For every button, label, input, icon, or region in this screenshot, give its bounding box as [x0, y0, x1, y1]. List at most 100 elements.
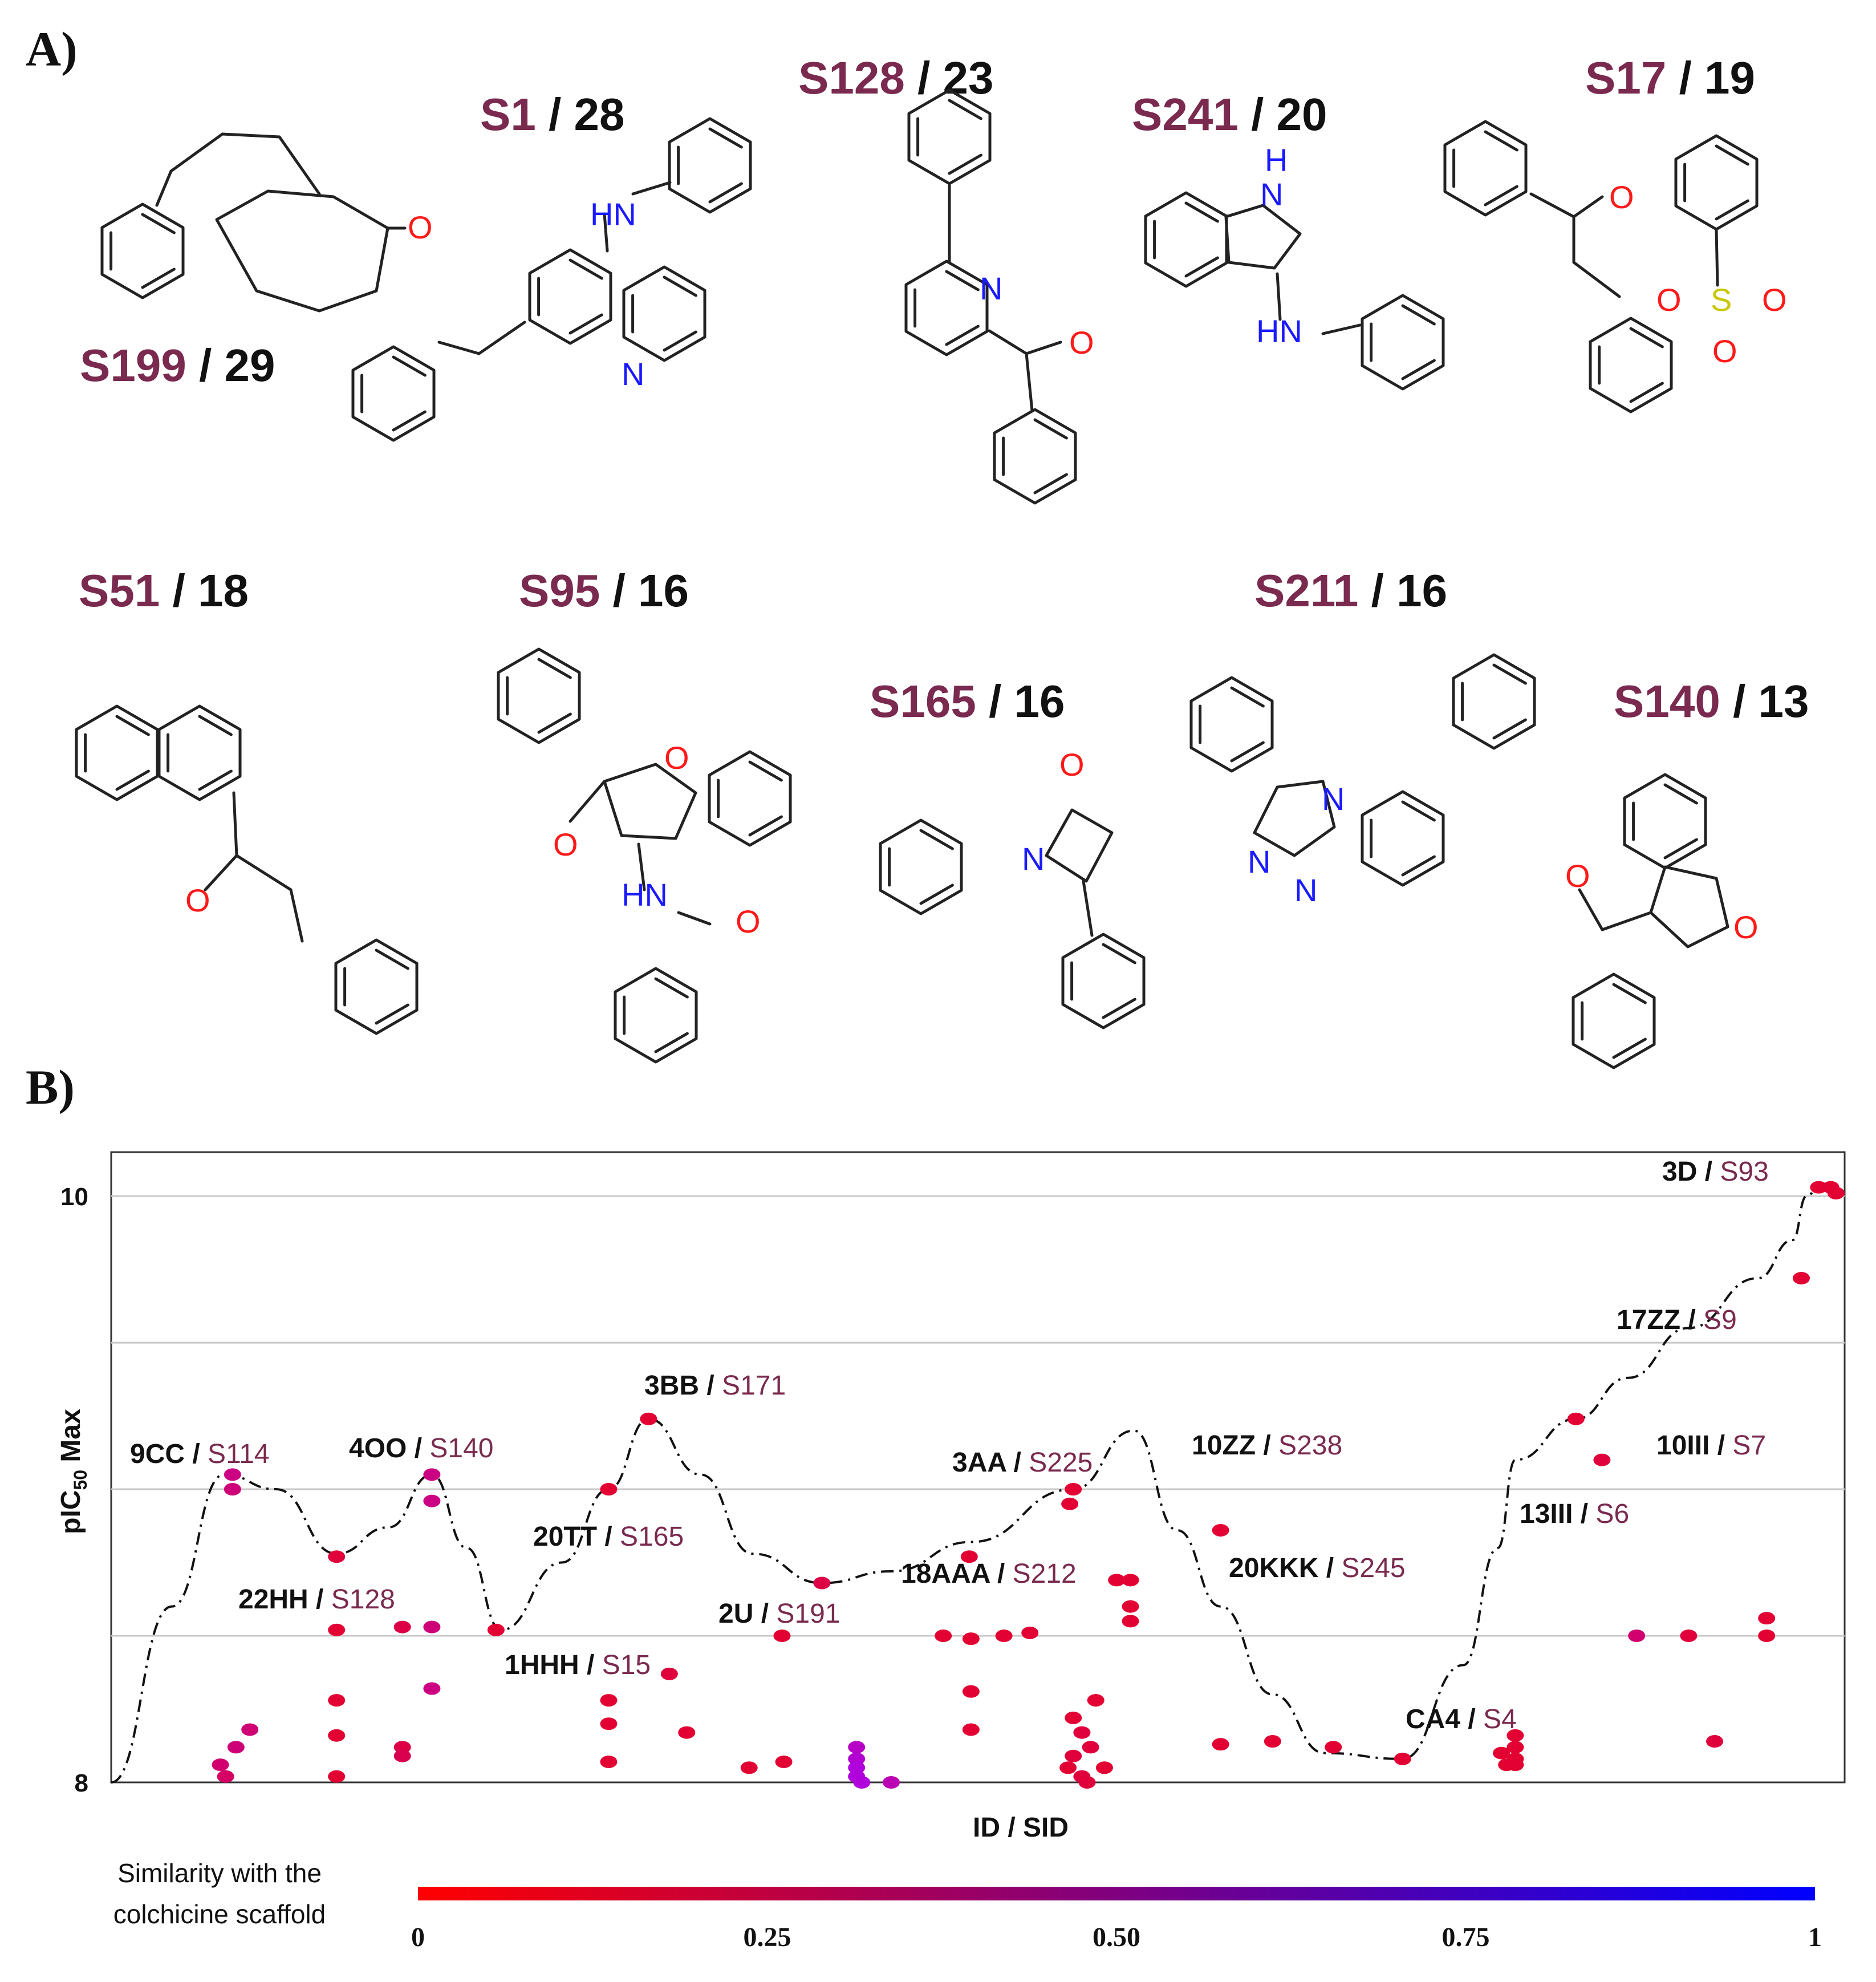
data-point — [1122, 1574, 1139, 1587]
s165-n-phenyl-double-bond — [919, 883, 954, 905]
s17-phenyl-double-bond — [1484, 130, 1518, 152]
chemical-structures — [75, 88, 1759, 1069]
data-point — [1212, 1738, 1229, 1751]
trend-line — [111, 1186, 1819, 1784]
annotation-20tt: 20TT / S165 — [533, 1522, 684, 1552]
atom-o1-s17: O — [1656, 282, 1682, 318]
compound-title-s241: S241 / 20 — [1132, 89, 1327, 140]
data-point — [1507, 1729, 1524, 1742]
data-point — [1507, 1758, 1524, 1772]
data-point — [600, 1717, 618, 1730]
data-point — [773, 1630, 791, 1643]
s1-benzo-ring — [622, 265, 706, 362]
data-point — [740, 1761, 758, 1774]
s51-naphthalene-b-double-bond — [198, 715, 233, 736]
x-axis-title: ID / SID — [973, 1813, 1069, 1843]
data-point — [1758, 1612, 1776, 1625]
data-point — [962, 1723, 980, 1736]
s1-styryl-phenyl-double-bond — [392, 410, 427, 432]
data-point — [328, 1729, 346, 1742]
s17-chain — [1572, 261, 1621, 298]
atom-o-s51: O — [185, 882, 210, 918]
data-point — [775, 1756, 793, 1769]
data-point — [848, 1741, 866, 1754]
annotation-22hh: 22HH / S128 — [238, 1584, 395, 1615]
data-point — [1593, 1453, 1611, 1466]
s128-pyridine — [904, 260, 989, 356]
s95-benzoyl-phenyl — [497, 647, 581, 744]
s140-benzo — [1623, 773, 1707, 870]
annotation-18aaa: 18AAA / S212 — [901, 1559, 1077, 1589]
s165-azetidinone — [1045, 808, 1114, 883]
s1-nh-bond — [603, 212, 609, 253]
data-point — [423, 1494, 441, 1507]
s128-phenyl-bottom-double-bond — [1033, 473, 1068, 495]
compound-title-s140: S140 / 13 — [1614, 676, 1809, 727]
s241-anilino-phenyl — [1361, 294, 1445, 391]
data-point — [1065, 1711, 1082, 1724]
s95-furan — [603, 763, 697, 840]
annotation-13iii: 13III / S6 — [1520, 1499, 1629, 1529]
s211-phenyl-a — [1189, 676, 1274, 773]
s1-pyridine-ring-double-bond — [569, 313, 603, 335]
atom-o1-s95: O — [664, 740, 689, 776]
s128-phenyl-bottom — [993, 408, 1077, 505]
s51-naphthalene-a — [75, 704, 159, 801]
s140-co — [1578, 888, 1604, 931]
s51-phenyl — [334, 938, 419, 1035]
s51-chain — [289, 888, 304, 943]
s165-phenyl-bond — [1082, 879, 1094, 937]
annotation-4oo: 4OO / S140 — [349, 1433, 494, 1464]
atom-labels: O HN N N O H N HN O S O O O O O O HN O O… — [185, 142, 1787, 945]
data-point — [1061, 1497, 1079, 1510]
colorbar-ticks: 0 0.25 0.50 0.75 1 — [411, 1922, 1822, 1952]
s95-benzamide-phenyl-double-bond — [654, 1032, 689, 1053]
s199-tropone-ring — [215, 189, 389, 313]
plot-border — [110, 1151, 1846, 1784]
compound-title-s51: S51 / 18 — [79, 565, 249, 616]
compound-title-s95: S95 / 16 — [519, 565, 689, 616]
data-point — [995, 1630, 1013, 1643]
data-point — [224, 1468, 241, 1481]
s199-bridge — [155, 169, 173, 207]
s211-phenyl-b — [1452, 653, 1536, 750]
data-point — [212, 1758, 229, 1772]
panel-a-label: A) — [26, 22, 78, 76]
annotation-1hhh: 1HHH / S15 — [505, 1650, 651, 1680]
colorbar-tick-label: 0.50 — [1093, 1922, 1140, 1952]
s17-sulfonyl-phenyl — [1674, 134, 1759, 231]
annotation-10iii: 10III / S7 — [1656, 1430, 1766, 1461]
s140-phenyl — [1572, 972, 1656, 1069]
data-point — [1073, 1726, 1091, 1739]
annotation-3bb: 3BB / S171 — [644, 1371, 786, 1401]
annotation-3d: 3D / S93 — [1662, 1157, 1769, 1187]
data-point — [935, 1630, 952, 1643]
s211-pyridine-double-bond — [1401, 855, 1436, 877]
data-point — [1059, 1761, 1077, 1774]
s17-aryl — [1589, 317, 1673, 414]
data-point — [393, 1749, 411, 1762]
s128-ketone-bond2 — [1025, 352, 1034, 412]
atom-n2-s211: N — [1248, 844, 1270, 879]
s211-pyridine — [1361, 790, 1445, 887]
s241-pyrrole — [1224, 204, 1302, 270]
point-annotations: 9CC / S114 4OO / S140 3BB / S171 22HH / S12… — [130, 1157, 1769, 1734]
atom-hn-s95: HN — [622, 877, 668, 913]
data-point — [600, 1483, 618, 1496]
s128-pyridine-double-bond — [945, 325, 980, 346]
data-point — [1394, 1752, 1411, 1765]
s165-n-phenyl-double-bond — [919, 829, 954, 850]
s95-benzamide-phenyl — [614, 967, 698, 1064]
data-point — [423, 1468, 441, 1481]
data-points — [212, 1181, 1845, 1789]
s1-phenyl — [668, 117, 752, 214]
atom-o2-s95: O — [553, 826, 578, 862]
atom-h-s241: H — [1265, 142, 1288, 178]
data-point — [600, 1694, 618, 1707]
s51-naphthalene-a-double-bond — [115, 769, 150, 791]
data-point — [423, 1682, 441, 1695]
s140-ketone-bond — [1601, 911, 1652, 931]
s241-nh-bond — [1276, 272, 1282, 321]
annotation-17zz: 17ZZ / S9 — [1617, 1305, 1737, 1335]
